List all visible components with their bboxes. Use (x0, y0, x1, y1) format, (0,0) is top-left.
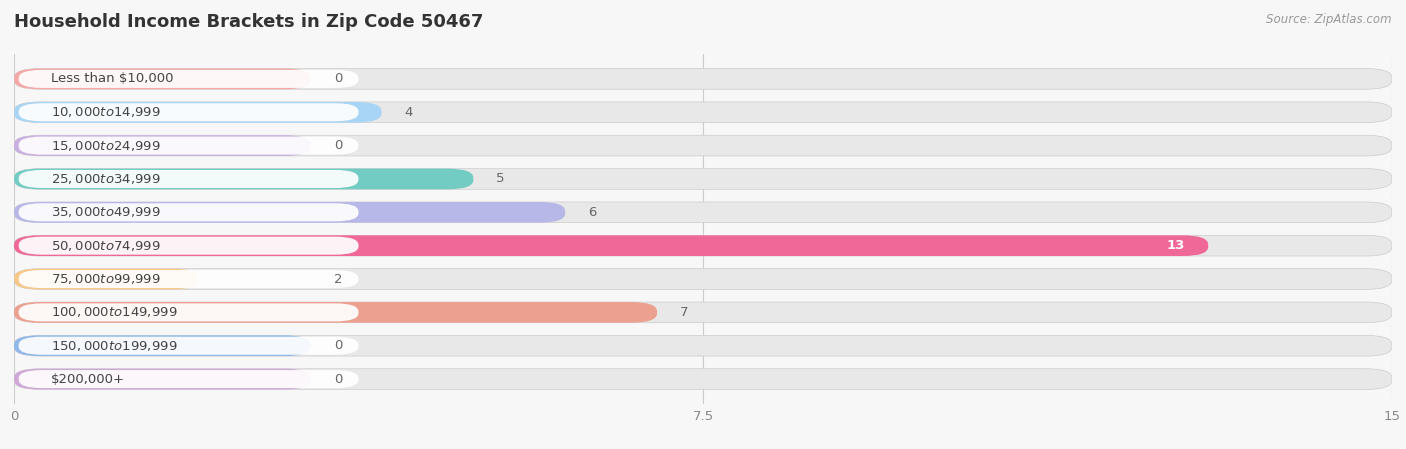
FancyBboxPatch shape (14, 235, 1392, 256)
Text: 5: 5 (496, 172, 505, 185)
FancyBboxPatch shape (14, 302, 1392, 323)
Text: 6: 6 (588, 206, 596, 219)
FancyBboxPatch shape (18, 337, 359, 355)
Text: Household Income Brackets in Zip Code 50467: Household Income Brackets in Zip Code 50… (14, 13, 484, 31)
Text: 4: 4 (405, 106, 413, 119)
FancyBboxPatch shape (14, 302, 657, 323)
FancyBboxPatch shape (14, 235, 1208, 256)
FancyBboxPatch shape (18, 304, 359, 321)
Text: $25,000 to $34,999: $25,000 to $34,999 (51, 172, 160, 186)
FancyBboxPatch shape (14, 269, 1392, 289)
Text: $150,000 to $199,999: $150,000 to $199,999 (51, 339, 177, 353)
Text: 0: 0 (333, 373, 342, 386)
FancyBboxPatch shape (14, 135, 311, 156)
Text: 2: 2 (333, 273, 342, 286)
FancyBboxPatch shape (18, 170, 359, 188)
FancyBboxPatch shape (14, 335, 1392, 356)
Text: 0: 0 (333, 339, 342, 352)
Text: 13: 13 (1167, 239, 1185, 252)
FancyBboxPatch shape (18, 270, 359, 288)
FancyBboxPatch shape (14, 169, 1392, 189)
FancyBboxPatch shape (14, 202, 1392, 223)
Text: 0: 0 (333, 139, 342, 152)
Text: 7: 7 (681, 306, 689, 319)
FancyBboxPatch shape (18, 103, 359, 121)
Text: $100,000 to $149,999: $100,000 to $149,999 (51, 305, 177, 319)
FancyBboxPatch shape (18, 70, 359, 88)
Text: $50,000 to $74,999: $50,000 to $74,999 (51, 239, 160, 253)
Text: Less than $10,000: Less than $10,000 (51, 72, 173, 85)
FancyBboxPatch shape (18, 237, 359, 255)
FancyBboxPatch shape (14, 335, 311, 356)
FancyBboxPatch shape (18, 136, 359, 154)
FancyBboxPatch shape (18, 370, 359, 388)
FancyBboxPatch shape (14, 369, 311, 389)
Text: $35,000 to $49,999: $35,000 to $49,999 (51, 205, 160, 219)
FancyBboxPatch shape (18, 203, 359, 221)
FancyBboxPatch shape (14, 369, 1392, 389)
Text: 0: 0 (333, 72, 342, 85)
FancyBboxPatch shape (14, 102, 381, 123)
FancyBboxPatch shape (14, 169, 474, 189)
Text: Source: ZipAtlas.com: Source: ZipAtlas.com (1267, 13, 1392, 26)
Text: $15,000 to $24,999: $15,000 to $24,999 (51, 139, 160, 153)
FancyBboxPatch shape (14, 69, 1392, 89)
Text: $10,000 to $14,999: $10,000 to $14,999 (51, 105, 160, 119)
FancyBboxPatch shape (14, 135, 1392, 156)
FancyBboxPatch shape (14, 202, 565, 223)
Text: $200,000+: $200,000+ (51, 373, 125, 386)
FancyBboxPatch shape (14, 269, 198, 289)
Text: $75,000 to $99,999: $75,000 to $99,999 (51, 272, 160, 286)
FancyBboxPatch shape (14, 69, 311, 89)
FancyBboxPatch shape (14, 102, 1392, 123)
